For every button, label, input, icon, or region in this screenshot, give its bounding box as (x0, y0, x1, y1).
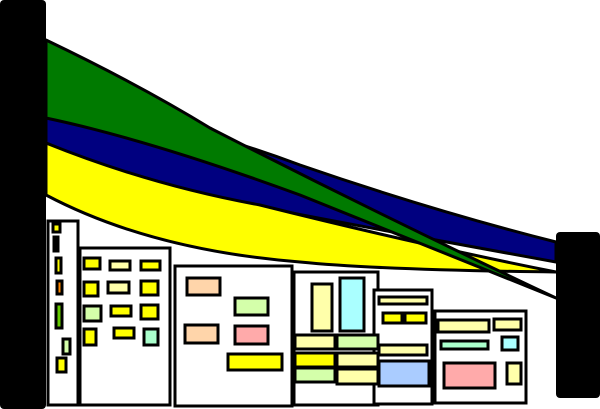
left-pillar (0, 0, 46, 409)
yellow-ribbon (44, 141, 558, 274)
right-pillar (556, 232, 600, 398)
building-2 (78, 246, 172, 407)
windows (51, 222, 523, 390)
green-ribbon (44, 38, 558, 300)
